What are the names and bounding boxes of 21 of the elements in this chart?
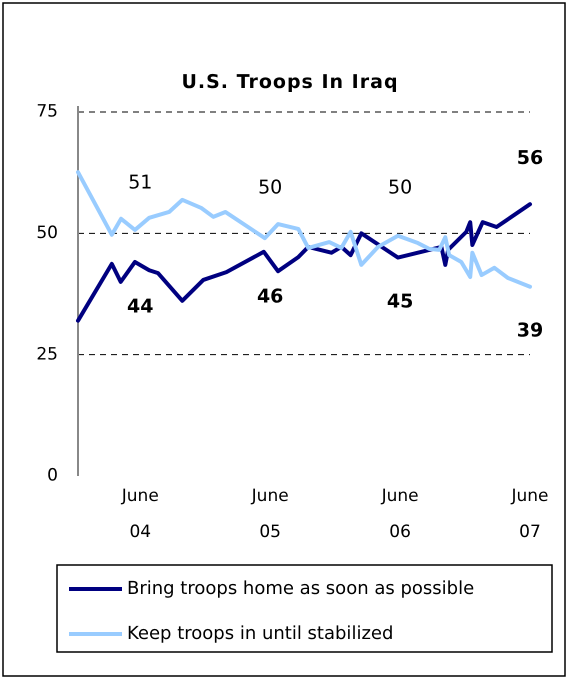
annotation: 56 [516,147,544,170]
annotation: 39 [516,320,544,342]
legend-label: Bring troops home as soon as possible [127,578,474,599]
annotation: 44 [127,295,154,318]
annotation: 45 [386,290,414,313]
y-tick-label: 0 [47,466,58,486]
annotation: 46 [256,286,284,308]
chart-title: U.S. Troops In Iraq [181,71,399,93]
y-tick-label: 25 [36,344,58,364]
annotation: 50 [388,176,412,198]
x-tick-label: June 05 [250,486,289,542]
y-tick-label: 75 [36,102,58,122]
x-tick-label: June 06 [380,486,419,542]
y-tick-label: 50 [36,222,58,243]
line-series [76,170,532,289]
line-series [76,202,532,323]
annotation: 51 [128,171,152,194]
x-tick-label: June 07 [510,486,549,542]
annotation: 50 [258,176,282,198]
x-tick-label: June 04 [120,486,159,542]
legend-label: Keep troops in until stabilized [127,622,394,644]
